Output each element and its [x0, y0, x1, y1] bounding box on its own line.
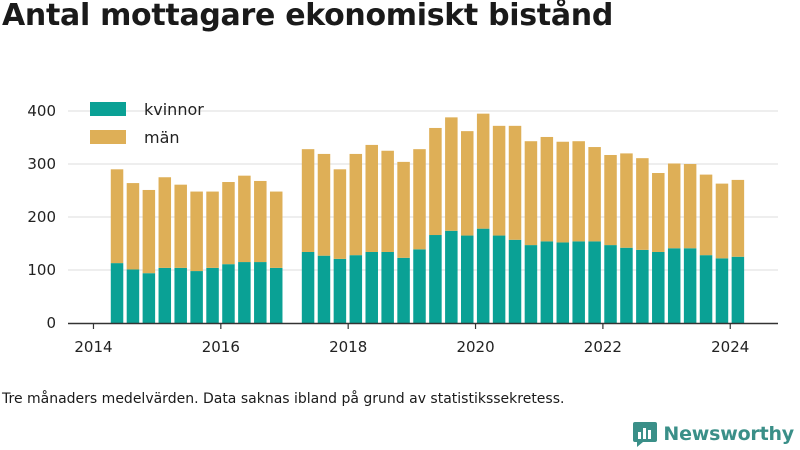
bar-man	[333, 169, 347, 259]
bar-man	[620, 153, 633, 248]
x-tick-label: 2020	[456, 338, 494, 356]
chart-title: Antal mottagare ekonomiskt bistånd	[2, 0, 614, 33]
bar-man	[349, 153, 363, 256]
bar-kvinnor	[110, 263, 124, 323]
newsworthy-logo-icon	[633, 422, 658, 447]
bar-man	[206, 191, 219, 268]
bar-kvinnor	[317, 255, 331, 323]
y-tick-label: 100	[27, 261, 56, 279]
bar-kvinnor	[126, 269, 140, 323]
bar-kvinnor	[556, 242, 570, 323]
bar-man	[572, 141, 585, 242]
bar-kvinnor	[508, 239, 522, 323]
bar-man	[301, 149, 315, 252]
bar-kvinnor	[349, 255, 363, 323]
legend-label: kvinnor	[144, 100, 204, 119]
bar-man	[699, 174, 713, 256]
bar-man	[683, 164, 697, 249]
bar-kvinnor	[683, 248, 697, 323]
bar-man	[461, 131, 474, 236]
bar-kvinnor	[254, 262, 267, 323]
stacked-bar-chart: 0 100 200 300 400 2014 2016 2018 2020 2022 2024 kvi…	[27, 100, 778, 356]
bar-kvinnor	[699, 255, 713, 323]
chart-caption: Tre månaders medelvärden. Data saknas ib…	[2, 391, 565, 407]
bar-man	[652, 173, 665, 252]
bar-kvinnor	[365, 251, 378, 323]
y-tick-label: 400	[27, 102, 56, 120]
bar-kvinnor	[269, 267, 283, 323]
bar-man	[524, 141, 538, 246]
bar-man	[508, 125, 522, 240]
bar-man	[715, 183, 729, 259]
bar-kvinnor	[174, 267, 187, 323]
bar-kvinnor	[476, 228, 490, 323]
bar-kvinnor	[461, 235, 474, 323]
bar-kvinnor	[301, 251, 315, 323]
bar-kvinnor	[413, 249, 426, 323]
bar-kvinnor	[715, 258, 729, 323]
x-tick-label: 2014	[74, 338, 112, 356]
bar-kvinnor	[652, 251, 665, 323]
bar-kvinnor	[158, 267, 172, 323]
bar-man	[126, 183, 140, 270]
brand-name: Newsworthy	[663, 423, 794, 445]
bar-kvinnor	[445, 230, 458, 323]
bar-kvinnor	[667, 248, 681, 323]
brand[interactable]: Newsworthy	[633, 420, 794, 448]
bar-kvinnor	[731, 256, 745, 323]
bar-man	[413, 149, 426, 250]
bar-man	[588, 147, 601, 242]
x-tick-label: 2016	[202, 338, 240, 356]
bar-kvinnor	[397, 257, 410, 323]
bar-man	[110, 169, 124, 264]
legend-swatch	[90, 130, 126, 144]
bar-man	[381, 150, 394, 252]
bar-man	[667, 163, 681, 249]
y-tick-label: 200	[27, 208, 56, 226]
bar-man	[604, 154, 617, 246]
bar-man	[429, 127, 442, 236]
bar-kvinnor	[206, 267, 219, 323]
x-tick-label: 2022	[584, 338, 622, 356]
bar-man	[445, 117, 458, 231]
bar-kvinnor	[333, 258, 347, 323]
bar-kvinnor	[381, 251, 394, 323]
y-tick-label: 300	[27, 155, 56, 173]
bar-kvinnor	[429, 235, 442, 323]
bar-kvinnor	[142, 273, 156, 323]
bar-man	[174, 184, 187, 268]
bar-kvinnor	[620, 247, 633, 323]
bar-man	[731, 179, 745, 257]
bar-man	[540, 136, 554, 242]
bar-man	[190, 191, 203, 272]
bar-man	[397, 161, 410, 258]
bar-kvinnor	[524, 245, 538, 323]
y-tick-label: 0	[46, 314, 56, 332]
bar-kvinnor	[636, 249, 649, 323]
bar-man	[142, 189, 156, 274]
x-tick-label: 2018	[329, 338, 367, 356]
bar-man	[636, 158, 649, 250]
bar-man	[254, 180, 267, 263]
bar-man	[269, 191, 283, 268]
bar-kvinnor	[222, 264, 235, 323]
bar-man	[556, 141, 570, 243]
legend-label: män	[144, 128, 180, 147]
bar-kvinnor	[492, 235, 506, 323]
bar-man	[476, 113, 490, 229]
bar-man	[492, 125, 506, 236]
bar-man	[317, 153, 331, 256]
bar-kvinnor	[572, 241, 585, 323]
legend-swatch	[90, 102, 126, 116]
bar-man	[365, 144, 378, 252]
bar-man	[158, 177, 172, 268]
x-tick-label: 2024	[711, 338, 749, 356]
bar-kvinnor	[190, 271, 203, 323]
bar-man	[238, 175, 251, 263]
bar-kvinnor	[540, 241, 554, 323]
bar-man	[222, 182, 235, 265]
bar-kvinnor	[238, 262, 251, 323]
bar-kvinnor	[604, 245, 617, 323]
bar-kvinnor	[588, 241, 601, 323]
